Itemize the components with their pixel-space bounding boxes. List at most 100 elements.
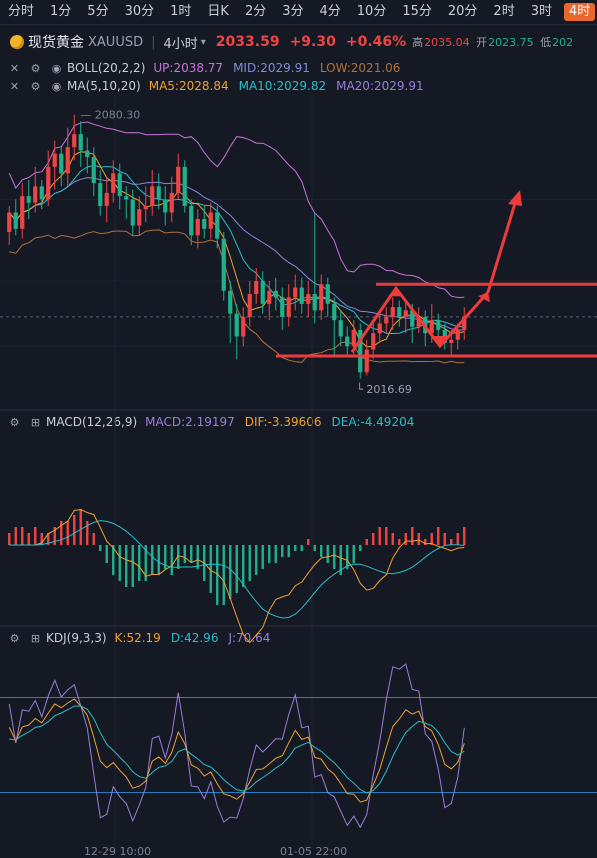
macd-bar-0: [8, 533, 11, 545]
x-axis-label-1: 01-05 22:00: [280, 845, 347, 858]
candle-body-51: [338, 320, 343, 337]
breakout-arrow-line: [486, 199, 518, 293]
symbol-header: 现货黄金 XAUUSD | 4小时 ▾ 2033.59 +9.30 +0.46%…: [0, 28, 597, 56]
settings-icon[interactable]: ⚙: [30, 79, 41, 93]
macd-bar-40: [268, 545, 271, 563]
macd-bar-10: [73, 515, 76, 545]
candle-body-4: [33, 186, 38, 203]
macd-pane[interactable]: [8, 509, 466, 644]
candle-body-20: [137, 209, 142, 226]
candle-body-23: [156, 186, 161, 200]
x-axis-label-0: 12-29 10:00: [84, 845, 151, 858]
candle-body-34: [228, 290, 233, 314]
ma20-value: MA20:2029.91: [336, 79, 424, 93]
timeframe-tab-0[interactable]: 分时: [8, 4, 35, 19]
macd-bar-30: [203, 545, 206, 581]
macd-bar-34: [229, 545, 232, 599]
zigzag-arrowhead-1: [434, 336, 448, 347]
open-label: 开: [476, 36, 488, 49]
dif-value: DIF:-3.39606: [244, 415, 322, 429]
macd-bar-59: [391, 533, 394, 545]
macd-bar-29: [196, 545, 199, 569]
candle-body-28: [189, 205, 194, 236]
timeframe-tab-12[interactable]: 2时: [493, 4, 515, 19]
macd-bar-63: [417, 533, 420, 545]
expand-icon[interactable]: ⊞: [30, 631, 41, 645]
kdj-pane[interactable]: [0, 663, 597, 829]
candle-body-29: [195, 219, 200, 236]
timeframe-tab-4[interactable]: 1时: [170, 4, 192, 19]
candle-body-55: [364, 349, 369, 373]
timeframe-tab-11[interactable]: 20分: [447, 4, 478, 19]
timeframe-tab-1[interactable]: 1分: [50, 4, 72, 19]
expand-icon[interactable]: ⊞: [30, 415, 41, 429]
symbol-name[interactable]: 现货黄金: [28, 35, 84, 51]
candle-body-6: [46, 166, 51, 200]
macd-bar-14: [99, 545, 102, 551]
macd-bar-11: [79, 509, 82, 545]
timeframe-tab-5[interactable]: 日K: [207, 4, 229, 19]
period-selector[interactable]: 4小时: [163, 36, 198, 52]
timeframe-tab-8[interactable]: 4分: [319, 4, 341, 19]
eye-icon[interactable]: ◉: [51, 79, 62, 93]
high-price-label: — 2080.30: [80, 109, 140, 122]
settings-icon[interactable]: ⚙: [9, 415, 20, 429]
candle-body-12: [85, 150, 90, 157]
candle-body-64: [423, 316, 428, 334]
macd-dea-line: [9, 520, 465, 619]
timeframe-tab-2[interactable]: 5分: [87, 4, 109, 19]
macd-bar-17: [118, 545, 121, 581]
candle-body-46: [306, 294, 311, 304]
timeframe-tab-9[interactable]: 10分: [356, 4, 387, 19]
eye-icon[interactable]: ◉: [51, 61, 62, 75]
last-price: 2033.59: [215, 34, 280, 50]
timeframe-tab-14[interactable]: 4时: [563, 3, 596, 21]
macd-bar-55: [365, 539, 368, 545]
candle-body-39: [260, 281, 265, 304]
macd-bar-37: [248, 545, 251, 581]
symbol-code[interactable]: XAUUSD: [88, 34, 144, 50]
candlestick-pane[interactable]: [7, 114, 467, 379]
ma10-value: MA10:2029.82: [238, 79, 327, 93]
kdj-name: KDJ(9,3,3): [46, 631, 107, 645]
candle-body-58: [384, 316, 389, 324]
candle-body-49: [325, 284, 330, 304]
macd-bar-7: [53, 527, 56, 545]
candle-body-41: [273, 290, 278, 298]
close-icon[interactable]: ✕: [9, 79, 20, 93]
timeframe-tab-10[interactable]: 15分: [402, 4, 432, 19]
macd-legend: ⚙ ⊞ MACD(12,26,9) MACD:2.19197 DIF:-3.39…: [0, 413, 424, 431]
candle-body-67: [442, 329, 447, 343]
candle-body-53: [351, 329, 356, 347]
macd-bar-48: [320, 545, 323, 557]
macd-bar-50: [333, 545, 336, 569]
macd-bar-6: [47, 533, 50, 545]
zigzag-path: [350, 285, 490, 353]
candle-body-17: [117, 173, 122, 197]
candle-body-14: [98, 183, 103, 206]
timeframe-tab-3[interactable]: 30分: [124, 4, 155, 19]
macd-bar-21: [144, 545, 147, 581]
candle-body-35: [234, 313, 239, 337]
timeframe-tab-13[interactable]: 3时: [530, 4, 552, 19]
macd-bar-4: [34, 527, 37, 545]
timeframe-tab-6[interactable]: 2分: [244, 4, 267, 19]
macd-bar-18: [125, 545, 128, 587]
candle-body-16: [111, 173, 116, 193]
boll-name: BOLL(20,2,2): [67, 61, 146, 75]
macd-bar-42: [281, 545, 284, 557]
chevron-down-icon[interactable]: ▾: [200, 36, 206, 48]
macd-bar-64: [424, 539, 427, 545]
candle-body-36: [241, 316, 246, 337]
candle-body-33: [221, 238, 226, 291]
settings-icon[interactable]: ⚙: [30, 61, 41, 75]
close-icon[interactable]: ✕: [9, 61, 20, 75]
zigzag-arrowhead-2: [478, 292, 490, 303]
settings-icon[interactable]: ⚙: [9, 631, 20, 645]
gold-coin-icon: [10, 35, 24, 49]
kdj-legend: ⚙ ⊞ KDJ(9,3,3) K:52.19 D:42.96 J:70.64: [0, 629, 280, 647]
timeframe-tab-7[interactable]: 3分: [282, 4, 304, 19]
candle-body-40: [267, 290, 272, 304]
macd-bar-5: [40, 533, 43, 545]
macd-bar-58: [385, 527, 388, 545]
